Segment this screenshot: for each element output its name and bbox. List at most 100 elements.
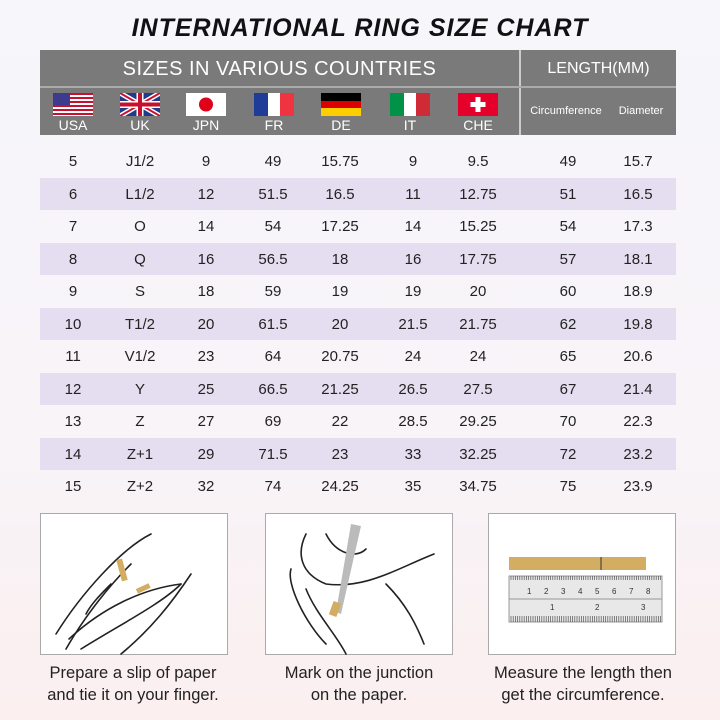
caption-line: on the paper. [310,686,408,704]
cell-diameter: 17.3 [623,218,653,235]
cell-it: 16 [404,250,422,268]
cell-uk: L1/2 [125,185,155,203]
ruler-tick-label: 4 [578,587,583,596]
cell-che: 29.25 [459,413,497,430]
cell-de: 15.75 [321,153,359,170]
cell-jpn: 9 [201,153,211,170]
cell-che: 24 [469,348,487,365]
cell-it: 21.5 [398,315,428,333]
table-row: 10 T1/2 20 61.5 20 21.5 21.75 62 19.8 [40,307,676,340]
cell-diameter: 23.2 [623,445,653,463]
cell-uk: Z+2 [126,478,154,495]
cell-jpn: 14 [197,218,215,235]
cell-fr: 69 [264,413,282,430]
cell-circumference: 51 [559,185,577,203]
germany-flag-icon [321,93,361,116]
cell-uk: S [134,283,146,300]
cell-diameter: 21.4 [623,380,653,398]
cell-che: 15.25 [459,218,497,235]
cell-it: 9 [408,153,418,170]
table-header: SIZES IN VARIOUS COUNTRIES LENGTH(MM) US… [40,50,676,135]
table-row: 15 Z+2 32 74 24.25 35 34.75 75 23.9 [40,470,676,503]
ruler-tick-label: 2 [595,603,600,612]
step-3-illustration: 1 2 3 4 5 6 7 8 1 2 3 [488,513,676,655]
cell-jpn: 29 [197,445,215,463]
cell-diameter: 18.1 [623,250,653,268]
usa-flag-icon [53,93,93,116]
cell-fr: 56.5 [258,250,288,268]
cell-fr: 66.5 [258,380,288,398]
table-row: 5 J1/2 9 49 15.75 9 9.5 49 15.7 [40,145,676,178]
cell-uk: O [134,218,146,235]
ruler-tick-label: 8 [646,587,651,596]
diameter-header: Diameter [618,105,664,117]
country-label-it: IT [403,117,417,133]
table-row: 12 Y 25 66.5 21.25 26.5 27.5 67 21.4 [40,372,676,405]
cell-it: 33 [404,445,422,463]
table-row: 9 S 18 59 19 19 20 60 18.9 [40,275,676,308]
hand-with-paper-icon [55,533,192,655]
cell-che: 9.5 [467,153,489,170]
ruler-tick-label: 2 [544,587,549,596]
cell-jpn: 18 [197,283,215,300]
cell-che: 12.75 [459,185,497,203]
cell-de: 20 [331,315,349,333]
cell-che: 32.25 [459,445,497,463]
table-row: 13 Z 27 69 22 28.5 29.25 70 22.3 [40,405,676,438]
caption-line: get the circumference. [501,686,665,704]
cell-usa: 10 [64,315,82,333]
cell-circumference: 49 [559,153,577,170]
cell-jpn: 23 [197,348,215,365]
cell-uk: Y [134,380,146,398]
divider [519,50,521,135]
caption-line: Prepare a slip of paper [49,664,217,682]
cell-de: 21.25 [321,380,359,398]
cell-it: 26.5 [398,380,428,398]
cell-de: 18 [331,250,349,268]
cell-jpn: 12 [197,185,215,203]
cell-usa: 5 [68,153,78,170]
ruler-tick-label: 1 [527,587,532,596]
cell-diameter: 20.6 [623,348,653,365]
circumference-header: Circumference [530,105,602,117]
cell-diameter: 22.3 [623,413,653,430]
cell-che: 17.75 [459,250,497,268]
cell-fr: 51.5 [258,185,288,203]
cell-diameter: 16.5 [623,185,653,203]
cell-uk: Z [135,413,145,430]
cell-it: 35 [404,478,422,495]
step-1-illustration [40,513,228,655]
cell-de: 19 [331,283,349,300]
ruler-tick-label: 5 [595,587,600,596]
cell-jpn: 25 [197,380,215,398]
step-2-caption: Mark on the junction on the paper. [239,662,479,706]
cell-circumference: 70 [559,413,577,430]
cell-fr: 64 [264,348,282,365]
cell-jpn: 16 [197,250,215,268]
step-1-caption: Prepare a slip of paper and tie it on you… [13,662,253,706]
table-row: 11 V1/2 23 64 20.75 24 24 65 20.6 [40,340,676,373]
divider [40,86,676,88]
caption-line: Measure the length then [494,664,672,682]
cell-uk: J1/2 [125,153,155,170]
cell-de: 24.25 [321,478,359,495]
table-row: 7 O 14 54 17.25 14 15.25 54 17.3 [40,210,676,243]
cell-de: 20.75 [321,348,359,365]
cell-it: 24 [404,348,422,365]
table-row: 14 Z+1 29 71.5 23 33 32.25 72 23.2 [40,437,676,470]
country-label-de: DE [331,117,351,133]
uk-flag-icon [120,93,160,116]
cell-diameter: 18.9 [623,283,653,300]
table-row: 8 Q 16 56.5 18 16 17.75 57 18.1 [40,242,676,275]
cell-diameter: 23.9 [623,478,653,495]
cell-it: 28.5 [398,413,428,430]
ruler-tick-label: 6 [612,587,617,596]
ruler-tick-label: 3 [561,587,566,596]
cell-usa: 7 [68,218,78,235]
cell-usa: 15 [64,478,82,495]
cell-fr: 74 [264,478,282,495]
country-label-usa: USA [58,117,88,133]
length-header: LENGTH(MM) [547,60,650,77]
cell-diameter: 15.7 [623,153,653,170]
cell-circumference: 67 [559,380,577,398]
